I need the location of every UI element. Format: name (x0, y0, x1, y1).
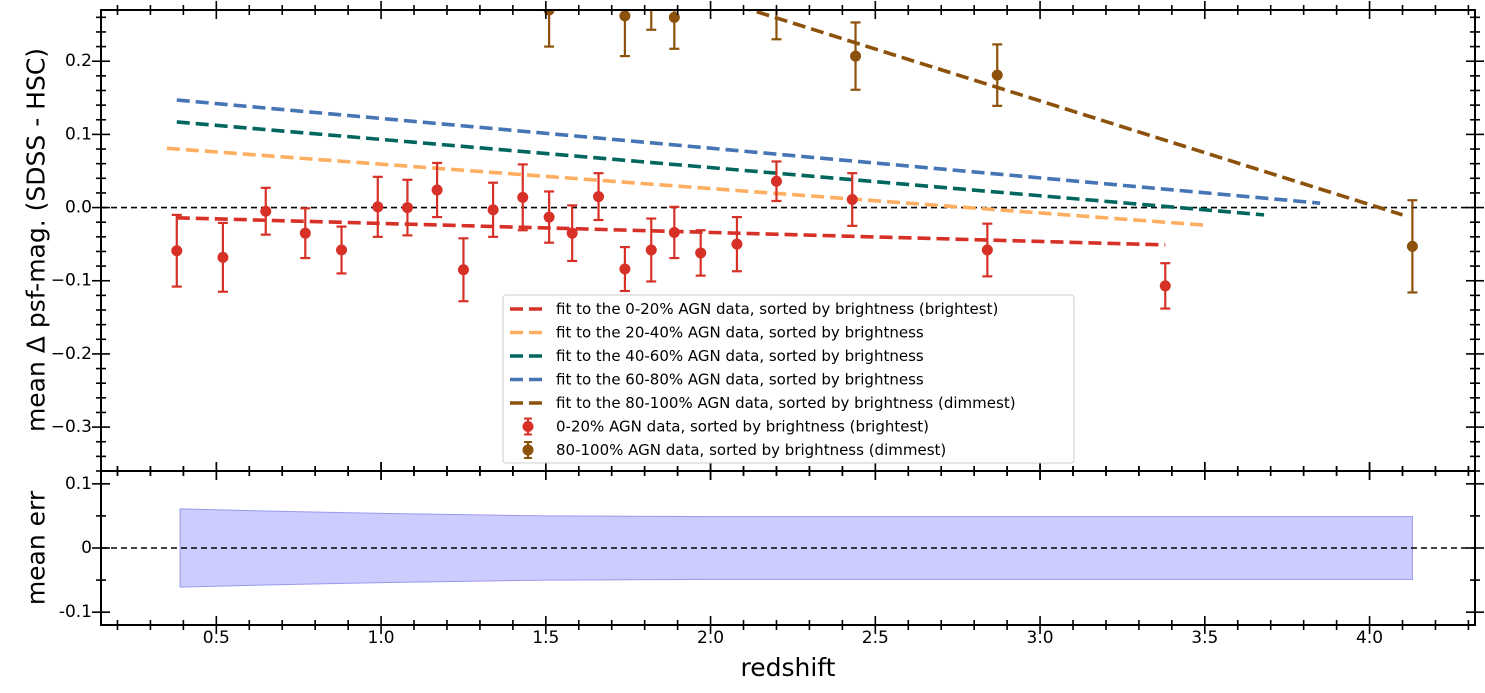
data-point (566, 227, 578, 239)
legend-label: fit to the 80-100% AGN data, sorted by b… (556, 394, 1016, 412)
legend-label: fit to the 20-40% AGN data, sorted by br… (556, 324, 924, 342)
x-axis-title: redshift (741, 653, 836, 682)
data-point (171, 245, 183, 257)
data-point (372, 201, 384, 213)
data-point (336, 244, 348, 256)
x-tick-label: 4.0 (1356, 628, 1383, 648)
data-point (981, 244, 993, 256)
data-point (668, 226, 680, 238)
data-point (646, 0, 657, 5)
data-point (487, 204, 499, 216)
data-point (850, 50, 862, 62)
x-tick-label: 2.0 (697, 628, 724, 648)
data-point (401, 202, 413, 214)
fit-line (176, 120, 1265, 217)
legend-label: fit to the 60-80% AGN data, sorted by br… (556, 371, 924, 389)
data-point (770, 175, 782, 187)
legend-frame (502, 294, 1075, 464)
main-y-tick-label: −0.3 (51, 417, 92, 437)
x-axis-ticks: 0.5 1.0 1.5 2.0 2.5 3.0 3.5 4.0 (203, 628, 1383, 648)
main-y-tick-label: 0.2 (65, 51, 92, 71)
residual-plot-area (101, 508, 1475, 588)
residual-frame (100, 470, 1476, 626)
residual-panel: -0.1 0 0.1 mean err (22, 470, 1484, 626)
data-point (1159, 280, 1171, 292)
legend: fit to the 0-20% AGN data, sorted by bri… (502, 294, 1075, 464)
data-point (645, 244, 657, 256)
data-point (619, 263, 631, 275)
legend-point-swatch (522, 421, 534, 432)
data-point (260, 205, 272, 217)
data-point (517, 191, 529, 203)
fit-line (166, 146, 1205, 227)
residual-y-tick-label: 0.1 (65, 474, 92, 494)
x-tick-label: 2.5 (862, 628, 889, 648)
fit-line (745, 10, 1404, 217)
x-tick-label: 0.5 (203, 628, 230, 648)
legend-label: fit to the 40-60% AGN data, sorted by br… (556, 347, 924, 365)
main-y-tick-label: 0.0 (65, 198, 92, 218)
x-tick-label: 3.5 (1191, 628, 1218, 648)
data-point (846, 194, 858, 206)
data-point (731, 238, 743, 250)
data-point (217, 251, 229, 263)
data-point (431, 184, 443, 196)
main-y-tick-label: −0.1 (51, 271, 92, 291)
data-point (1406, 240, 1418, 252)
legend-label: fit to the 0-20% AGN data, sorted by bri… (556, 300, 998, 318)
residual-y-tick-label: 0 (81, 538, 92, 558)
main-plot-area (101, 0, 1475, 310)
data-point (457, 264, 469, 276)
residual-y-tick-label: -0.1 (59, 602, 92, 622)
x-tick-label: 1.5 (532, 628, 559, 648)
data-point (543, 211, 555, 223)
x-tick-label: 1.0 (368, 628, 395, 648)
x-tick-label: 3.0 (1027, 628, 1054, 648)
residual-ticks: -0.1 0 0.1 (59, 474, 1484, 622)
data-point (619, 10, 631, 22)
legend-label: 80-100% AGN data, sorted by brightness (… (556, 441, 946, 459)
data-point (299, 227, 311, 239)
main-y-tick-label: −0.2 (51, 344, 92, 364)
main-y-tick-label: 0.1 (65, 124, 92, 144)
legend-point-swatch (522, 444, 534, 456)
residual-y-axis-title: mean err (22, 490, 51, 605)
data-point (991, 69, 1003, 81)
main-y-axis-title: mean Δ psf-mag. (SDSS - HSC) (22, 48, 51, 432)
data-point (695, 247, 707, 259)
legend-label: 0-20% AGN data, sorted by brightness (br… (556, 418, 929, 436)
data-point (593, 191, 605, 203)
fit-line (176, 98, 1321, 205)
